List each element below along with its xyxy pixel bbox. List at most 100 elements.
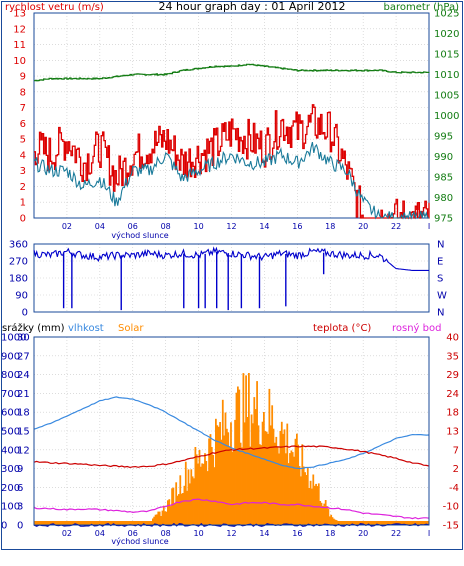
solar-bar — [186, 490, 188, 525]
direction-tick-label: 180 — [9, 274, 28, 285]
solar-bar — [317, 483, 320, 525]
solar-bar — [293, 456, 295, 525]
solar-bar — [316, 486, 319, 525]
solar-bar — [319, 501, 322, 525]
series-pressure-line — [34, 63, 430, 82]
x-tick-label: 16 — [292, 222, 302, 231]
solar-tick-label: 1000 — [1, 333, 26, 344]
rain-tick-label: 24 — [17, 370, 30, 381]
solar-bar — [286, 423, 289, 525]
direction-tick-label: 360 — [9, 240, 28, 251]
wind-tick-label: 8 — [20, 87, 26, 98]
rain-axis-label: srážky (mm) — [2, 322, 65, 334]
solar-bar — [227, 432, 230, 525]
solar-bar — [246, 417, 249, 525]
solar-bar — [324, 500, 327, 525]
rain-tick-label: 12 — [17, 445, 30, 456]
x-tick-label: I — [428, 529, 430, 538]
temperature-tick-label: 13 — [446, 427, 459, 438]
x-tick-label: 20 — [358, 529, 368, 538]
solar-bar — [232, 449, 235, 525]
solar-bar — [250, 414, 253, 525]
rain-tick-label: 15 — [17, 427, 30, 438]
solar-bar — [269, 425, 272, 525]
wind-tick-label: 11 — [13, 40, 26, 51]
solar-bar — [261, 421, 264, 525]
pressure-tick-label: 975 — [434, 214, 453, 225]
solar-bar — [282, 433, 284, 525]
humidity-axis-label: vlhkost — [68, 323, 104, 334]
solar-bar — [158, 511, 161, 525]
solar-bar — [235, 392, 238, 525]
solar-bar — [287, 463, 290, 525]
pressure-tick-label: 1015 — [434, 50, 459, 61]
solar-bar — [253, 397, 256, 525]
wind-tick-label: 0 — [20, 214, 26, 225]
solar-bar — [191, 476, 194, 525]
solar-bar — [271, 405, 274, 525]
sunrise-label: východ slunce — [111, 231, 168, 240]
solar-bar — [206, 471, 209, 525]
solar-bar — [260, 445, 263, 525]
direction-tick-label: 0 — [22, 308, 28, 319]
solar-bar — [257, 425, 260, 525]
x-tick-label: 14 — [259, 529, 269, 538]
solar-tick-label: 600 — [1, 408, 20, 419]
solar-bar — [153, 516, 156, 525]
x-tick-label: 06 — [128, 529, 138, 538]
solar-bar — [258, 444, 261, 525]
solar-bar — [267, 433, 269, 525]
solar-bar — [226, 428, 228, 525]
solar-bar — [275, 436, 278, 525]
solar-tick-label: 0 — [1, 521, 7, 532]
solar-bar — [202, 463, 205, 525]
solar-bar — [210, 447, 213, 525]
solar-bar — [171, 488, 173, 525]
solar-bar — [178, 494, 180, 525]
wind-tick-label: 10 — [13, 56, 26, 67]
solar-bar — [161, 510, 164, 525]
solar-bar — [328, 516, 331, 525]
x-tick-label: 02 — [62, 222, 72, 231]
series-average-line — [33, 141, 429, 220]
temperature-tick-label: 7 — [453, 445, 459, 456]
x-tick-label: 10 — [193, 222, 203, 231]
wind-pressure-panel: 0123456789101112139759809859909951000100… — [13, 9, 459, 232]
dewpoint-axis-label: rosný bod — [392, 322, 441, 334]
solar-bar — [289, 453, 291, 525]
solar-bar — [228, 447, 231, 525]
compass-tick-label: E — [437, 257, 443, 268]
x-tick-label: 12 — [226, 222, 236, 231]
solar-bar — [216, 425, 219, 525]
solar-bar — [330, 514, 333, 525]
x-tick-label: 16 — [292, 529, 302, 538]
x-tick-label: I — [428, 222, 430, 231]
outer-frame — [1, 1, 463, 550]
solar-bar — [219, 422, 221, 525]
solar-bar — [208, 438, 210, 525]
solar-tick-label: 100 — [1, 502, 20, 513]
x-tick-label: 18 — [325, 529, 335, 538]
wind-axis-label: rychlost vetru (m/s) — [5, 2, 104, 13]
solar-bar — [154, 514, 157, 525]
wind-tick-label: 1 — [20, 198, 26, 209]
solar-bar — [297, 444, 300, 525]
solar-bar — [209, 434, 212, 525]
solar-bar — [322, 506, 324, 525]
x-tick-label: 06 — [128, 222, 138, 231]
solar-bar — [283, 429, 286, 525]
wind-tick-label: 12 — [13, 24, 26, 35]
solar-tick-label: 200 — [1, 483, 20, 494]
solar-bar — [182, 493, 184, 525]
temperature-tick-label: -10 — [443, 502, 459, 513]
pressure-tick-label: 990 — [434, 152, 453, 163]
solar-bar — [162, 505, 165, 525]
rain-tick-label: 9 — [17, 464, 23, 475]
solar-bar — [221, 399, 224, 525]
solar-bar — [212, 455, 215, 525]
solar-bar — [256, 381, 258, 525]
solar-bar — [308, 488, 311, 525]
plot-frame — [33, 243, 430, 313]
temperature-tick-label: 35 — [446, 351, 459, 362]
solar-bar — [291, 452, 294, 525]
